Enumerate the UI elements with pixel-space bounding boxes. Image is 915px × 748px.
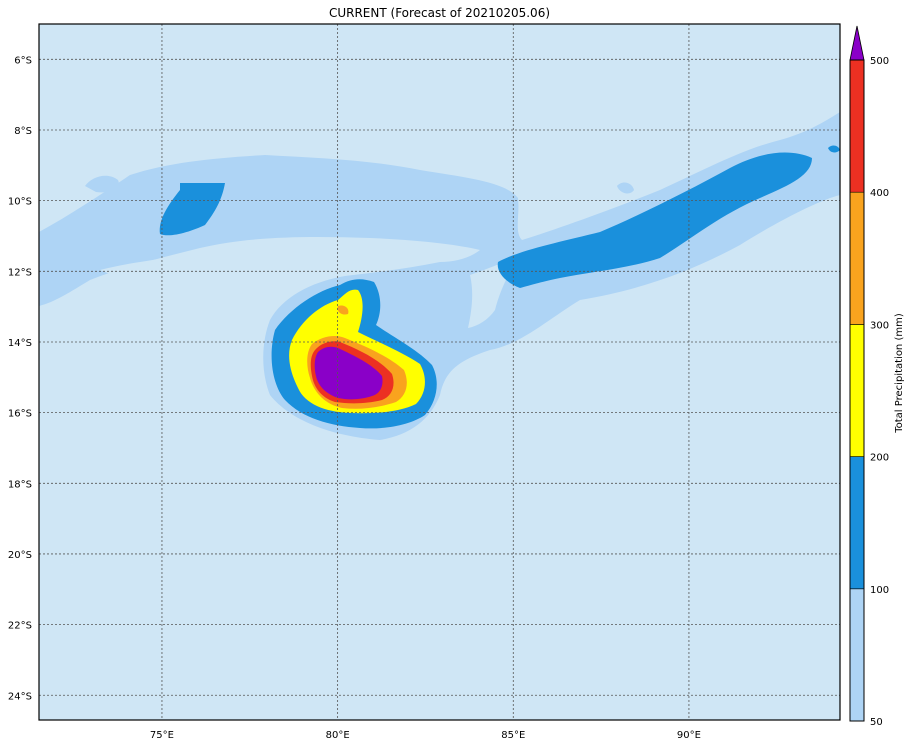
contour-50-main-band bbox=[39, 112, 840, 440]
colorbar-tick-label: 50 bbox=[870, 717, 883, 728]
colorbar-tick-label: 300 bbox=[870, 320, 889, 331]
colorbar-tick-label: 200 bbox=[870, 453, 889, 464]
colorbar-segment bbox=[849, 191, 865, 325]
lon-tick-label: 90°E bbox=[677, 730, 701, 741]
colorbar-tick-label: 500 bbox=[870, 56, 889, 67]
lat-tick-label: 12°S bbox=[8, 267, 32, 278]
colorbar-tick-labels: 50 100 200 300 400 500 bbox=[870, 56, 889, 728]
colorbar-segment bbox=[849, 324, 865, 457]
contour-100-fleck bbox=[828, 145, 840, 153]
lat-tick-label: 20°S bbox=[8, 550, 32, 561]
contour-500 bbox=[314, 346, 383, 400]
lat-tick-label: 10°S bbox=[8, 197, 32, 208]
colorbar-tick-label: 100 bbox=[870, 585, 889, 596]
contour-100-west bbox=[159, 183, 225, 236]
lat-tick-label: 6°S bbox=[14, 55, 32, 66]
lat-tick-label: 8°S bbox=[14, 126, 32, 137]
map-title: CURRENT (Forecast of 20210205.06) bbox=[328, 6, 551, 20]
contour-50-islet-2 bbox=[617, 182, 634, 194]
precipitation-contours bbox=[39, 112, 840, 440]
colorbar-outline bbox=[849, 59, 865, 722]
contour-50-islet-1 bbox=[85, 175, 119, 193]
colorbar-tick-label: 400 bbox=[870, 188, 889, 199]
lat-tick-label: 14°S bbox=[8, 338, 32, 349]
lat-tick-label: 18°S bbox=[8, 479, 32, 490]
lat-tick-label: 24°S bbox=[8, 691, 32, 702]
lon-tick-label: 75°E bbox=[150, 730, 174, 741]
contour-100-east-band bbox=[497, 152, 812, 288]
lat-tick-label: 16°S bbox=[8, 409, 32, 420]
lat-tick-label: 22°S bbox=[8, 621, 32, 632]
lon-tick-label: 80°E bbox=[326, 730, 350, 741]
contour-300-fleck bbox=[337, 305, 349, 315]
colorbar-extension-arrow bbox=[849, 25, 865, 61]
map-gridlines bbox=[39, 24, 840, 720]
colorbar-segment bbox=[849, 588, 865, 722]
colorbar-label: Total Precipitation (mm) bbox=[894, 313, 905, 434]
colorbar-segment bbox=[849, 59, 865, 193]
colorbar-segments bbox=[849, 25, 865, 722]
map-tick-labels: 75°E 80°E 85°E 90°E 6°S 8°S 10°S 12°S 14°S 16°S 18… bbox=[8, 55, 701, 741]
map-frame bbox=[38, 23, 841, 721]
colorbar-segment bbox=[849, 456, 865, 590]
lon-tick-label: 85°E bbox=[501, 730, 525, 741]
